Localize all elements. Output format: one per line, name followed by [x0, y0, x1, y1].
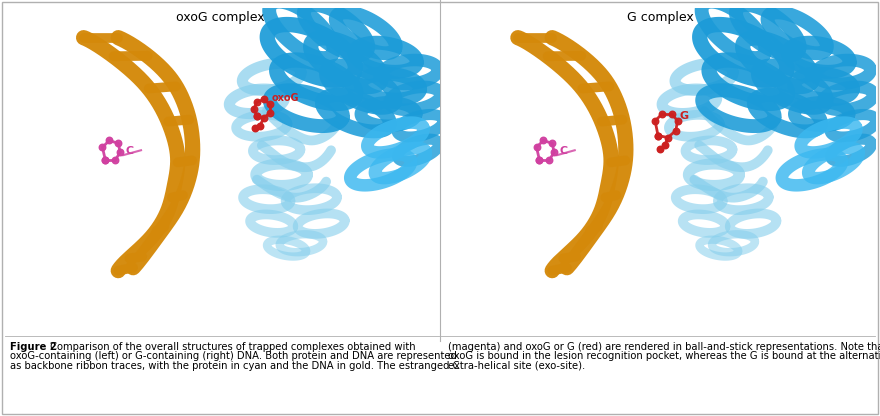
Point	[661, 134, 675, 141]
Point	[262, 110, 276, 116]
Point	[530, 144, 544, 151]
Text: C: C	[125, 146, 133, 156]
Point	[658, 142, 672, 149]
Point	[99, 157, 113, 163]
Point	[653, 146, 667, 153]
Point	[111, 140, 125, 147]
Point	[532, 157, 546, 163]
Point	[669, 127, 683, 134]
Point	[651, 132, 665, 139]
Point	[250, 113, 264, 119]
Point	[108, 157, 122, 163]
Text: (magenta) and oxoG or G (red) are rendered in ball-and-stick representations. No: (magenta) and oxoG or G (red) are render…	[448, 342, 880, 352]
Text: Comparison of the overall structures of trapped complexes obtained with: Comparison of the overall structures of …	[47, 342, 415, 352]
Text: G: G	[679, 111, 689, 121]
Text: oxoG-containing (left) or G-containing (right) DNA. Both protein and DNA are rep: oxoG-containing (left) or G-containing (…	[10, 352, 457, 362]
Point	[248, 124, 262, 131]
Point	[102, 137, 116, 144]
Point	[547, 149, 561, 156]
Point	[257, 115, 271, 121]
Point	[648, 118, 662, 124]
Point	[114, 149, 128, 156]
Text: G complex: G complex	[627, 11, 693, 24]
Point	[532, 157, 546, 163]
Point	[671, 118, 685, 124]
Point	[655, 111, 669, 117]
Point	[99, 157, 113, 163]
Text: oxoG: oxoG	[272, 93, 299, 103]
Point	[250, 113, 264, 119]
Point	[536, 137, 550, 144]
Text: C: C	[559, 146, 568, 156]
Point	[257, 96, 271, 103]
Text: oxoG complex: oxoG complex	[176, 11, 264, 24]
Point	[546, 140, 560, 147]
Point	[542, 157, 556, 163]
Point	[262, 101, 276, 108]
Point	[651, 132, 665, 139]
Text: as backbone ribbon traces, with the protein in cyan and the DNA in gold. The est: as backbone ribbon traces, with the prot…	[10, 361, 459, 371]
Point	[253, 122, 267, 129]
Point	[664, 111, 678, 117]
Point	[95, 144, 109, 151]
Text: Figure 2: Figure 2	[10, 342, 56, 352]
Point	[250, 99, 264, 106]
Text: extra-helical site (exo-site).: extra-helical site (exo-site).	[448, 361, 585, 371]
Text: oxoG is bound in the lesion recognition pocket, whereas the G is bound at the al: oxoG is bound in the lesion recognition …	[448, 352, 880, 362]
Point	[246, 106, 261, 112]
